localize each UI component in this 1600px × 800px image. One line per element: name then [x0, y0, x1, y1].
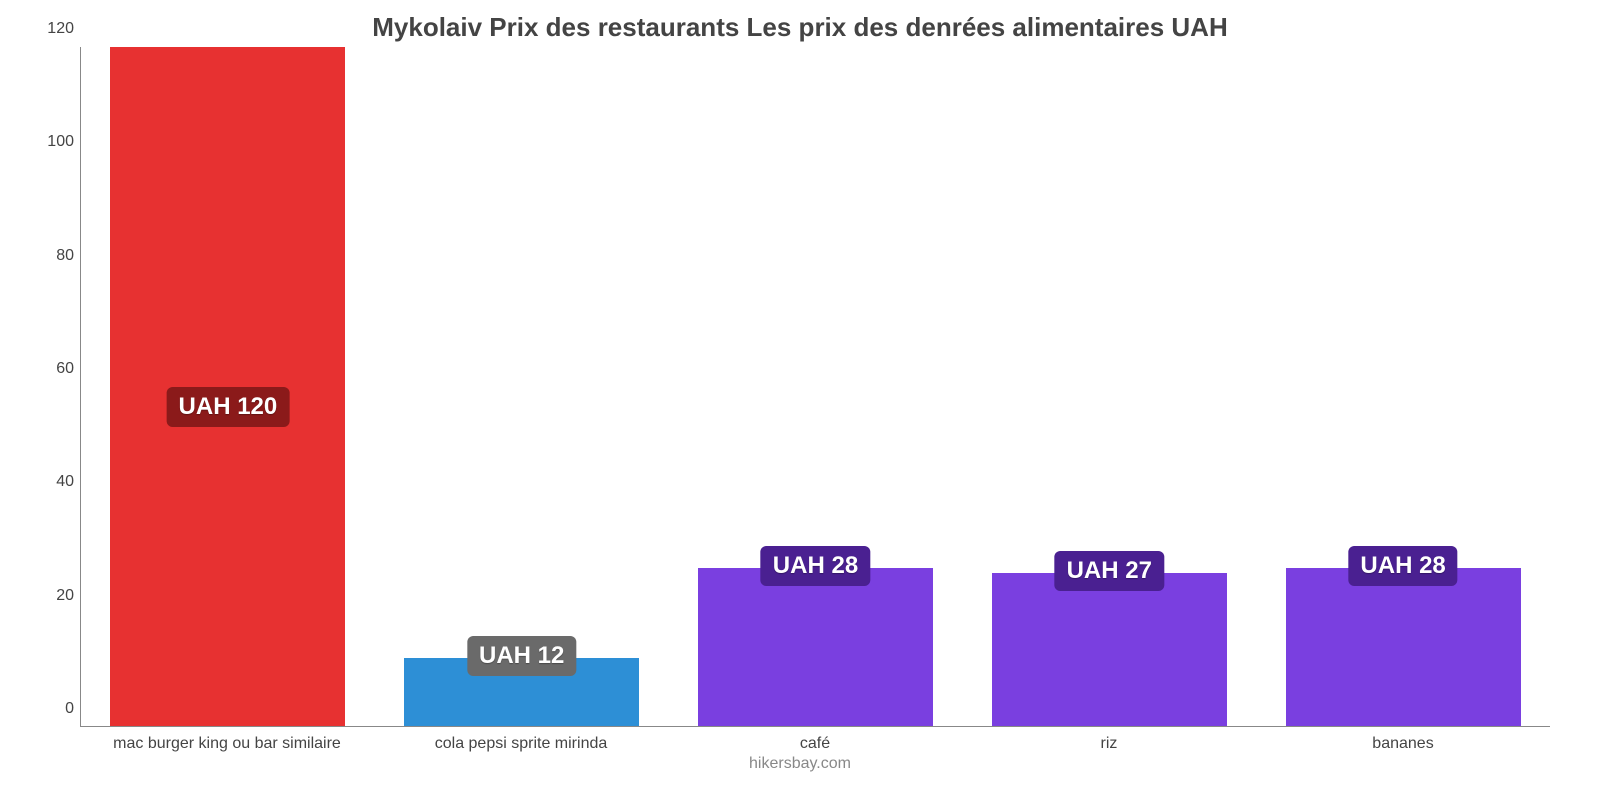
source-label: hikersbay.com [40, 755, 1560, 773]
x-label: riz [962, 727, 1256, 753]
bars-container: UAH 120 UAH 12 UAH 28 UAH 27 UAH 28 [81, 47, 1550, 726]
x-label: cola pepsi sprite mirinda [374, 727, 668, 753]
x-label: bananes [1256, 727, 1550, 753]
y-tick: 20 [56, 587, 74, 605]
bar-value-label: UAH 12 [467, 636, 576, 676]
plot-area: 020406080100120 UAH 120UAH 12UAH 28UAH 2… [80, 47, 1550, 727]
bar-value-label: UAH 28 [761, 546, 870, 586]
price-bar-chart: Mykolaiv Prix des restaurants Les prix d… [0, 0, 1600, 800]
y-tick: 60 [56, 360, 74, 378]
bar-slot: UAH 12 [375, 47, 669, 726]
bar-slot: UAH 28 [1256, 47, 1550, 726]
y-tick: 0 [65, 700, 74, 718]
y-tick: 100 [47, 133, 74, 151]
bar: UAH 12 [404, 658, 639, 726]
bar-slot: UAH 27 [962, 47, 1256, 726]
bar-slot: UAH 120 [81, 47, 375, 726]
bar-value-label: UAH 27 [1055, 551, 1164, 591]
bar-slot: UAH 28 [669, 47, 963, 726]
y-tick: 40 [56, 473, 74, 491]
y-axis: 020406080100120 [40, 47, 80, 727]
bar: UAH 120 [110, 47, 345, 726]
y-tick: 80 [56, 247, 74, 265]
bar-value-label: UAH 28 [1348, 546, 1457, 586]
x-label: café [668, 727, 962, 753]
y-tick: 120 [47, 20, 74, 38]
bar: UAH 27 [992, 573, 1227, 726]
bar-value-label: UAH 120 [167, 387, 290, 427]
plot: UAH 120 UAH 12 UAH 28 UAH 27 UAH 28 [80, 47, 1550, 727]
bar: UAH 28 [698, 568, 933, 726]
chart-title: Mykolaiv Prix des restaurants Les prix d… [40, 12, 1560, 43]
x-axis-labels: mac burger king ou bar similairecola pep… [80, 727, 1550, 753]
bar: UAH 28 [1286, 568, 1521, 726]
x-label: mac burger king ou bar similaire [80, 727, 374, 753]
